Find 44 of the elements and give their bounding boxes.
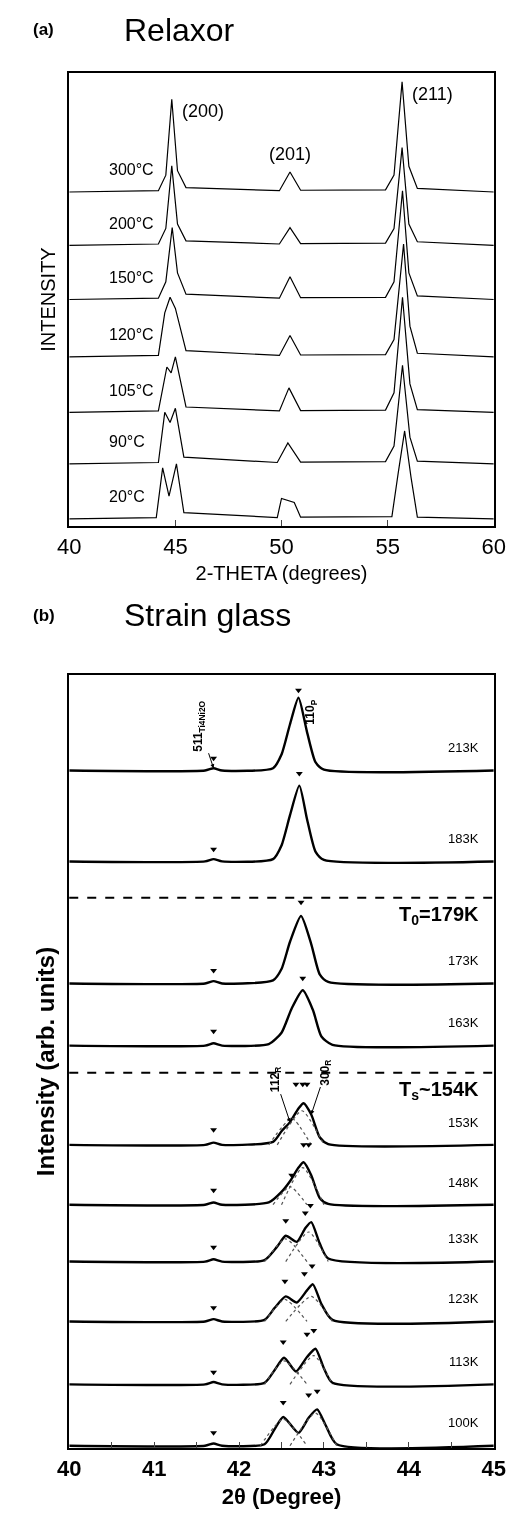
x-tick-label: 44 <box>396 1456 422 1482</box>
x-tick-label: 41 <box>141 1456 167 1482</box>
series-label: 90°C <box>109 433 145 450</box>
series-label: 300°C <box>109 161 154 178</box>
series-label: 150°C <box>109 269 154 286</box>
annotation: T$_{s}$~154K <box>399 1078 480 1104</box>
series-label: 113K <box>449 1354 479 1369</box>
x-tick-label: 42 <box>226 1456 252 1482</box>
annotation: (211) <box>412 84 453 104</box>
series-label: 120°C <box>109 326 154 343</box>
x-axis-title: 2-THETA (degrees) <box>195 562 368 585</box>
series-label: 200°C <box>109 215 154 232</box>
series-label: 163K <box>448 1015 479 1030</box>
annotation: T$_{0}$=179K <box>399 903 480 929</box>
series-label: 183K <box>448 831 479 846</box>
y-axis-title: Intensity (arb. units) <box>32 946 60 1177</box>
x-tick-label: 50 <box>269 534 294 560</box>
x-tick-label: 60 <box>481 534 507 560</box>
annotation: (200) <box>182 101 225 121</box>
chart-title: Strain glass <box>124 597 292 633</box>
x-tick-label: 40 <box>57 1456 82 1482</box>
series-label: 153K <box>448 1115 479 1130</box>
y-axis-title: INTENSITY <box>37 247 60 352</box>
x-axis-title: 2θ (Degree) <box>221 1483 342 1509</box>
x-tick-label: 45 <box>481 1456 507 1482</box>
point <box>306 1203 314 1209</box>
series-label: 20°C <box>109 488 145 505</box>
annotation: (201) <box>269 144 312 164</box>
text: (b) <box>33 606 55 625</box>
x-tick-label: 45 <box>163 534 188 560</box>
x-tick-label: 40 <box>57 534 82 560</box>
x-tick-label: 43 <box>311 1456 337 1482</box>
series-label: 173K <box>448 953 479 968</box>
chart-title: Relaxor <box>124 12 235 48</box>
series-label: 123K <box>448 1291 479 1306</box>
point <box>210 1188 218 1194</box>
text: (a) <box>33 20 54 39</box>
series-label: 105°C <box>109 382 154 399</box>
series-label: 148K <box>448 1175 479 1190</box>
point <box>210 756 218 762</box>
series-label: 133K <box>448 1231 479 1246</box>
x-tick-label: 55 <box>375 534 400 560</box>
series-label: 100K <box>448 1415 479 1430</box>
series-label: 213K <box>448 740 479 755</box>
